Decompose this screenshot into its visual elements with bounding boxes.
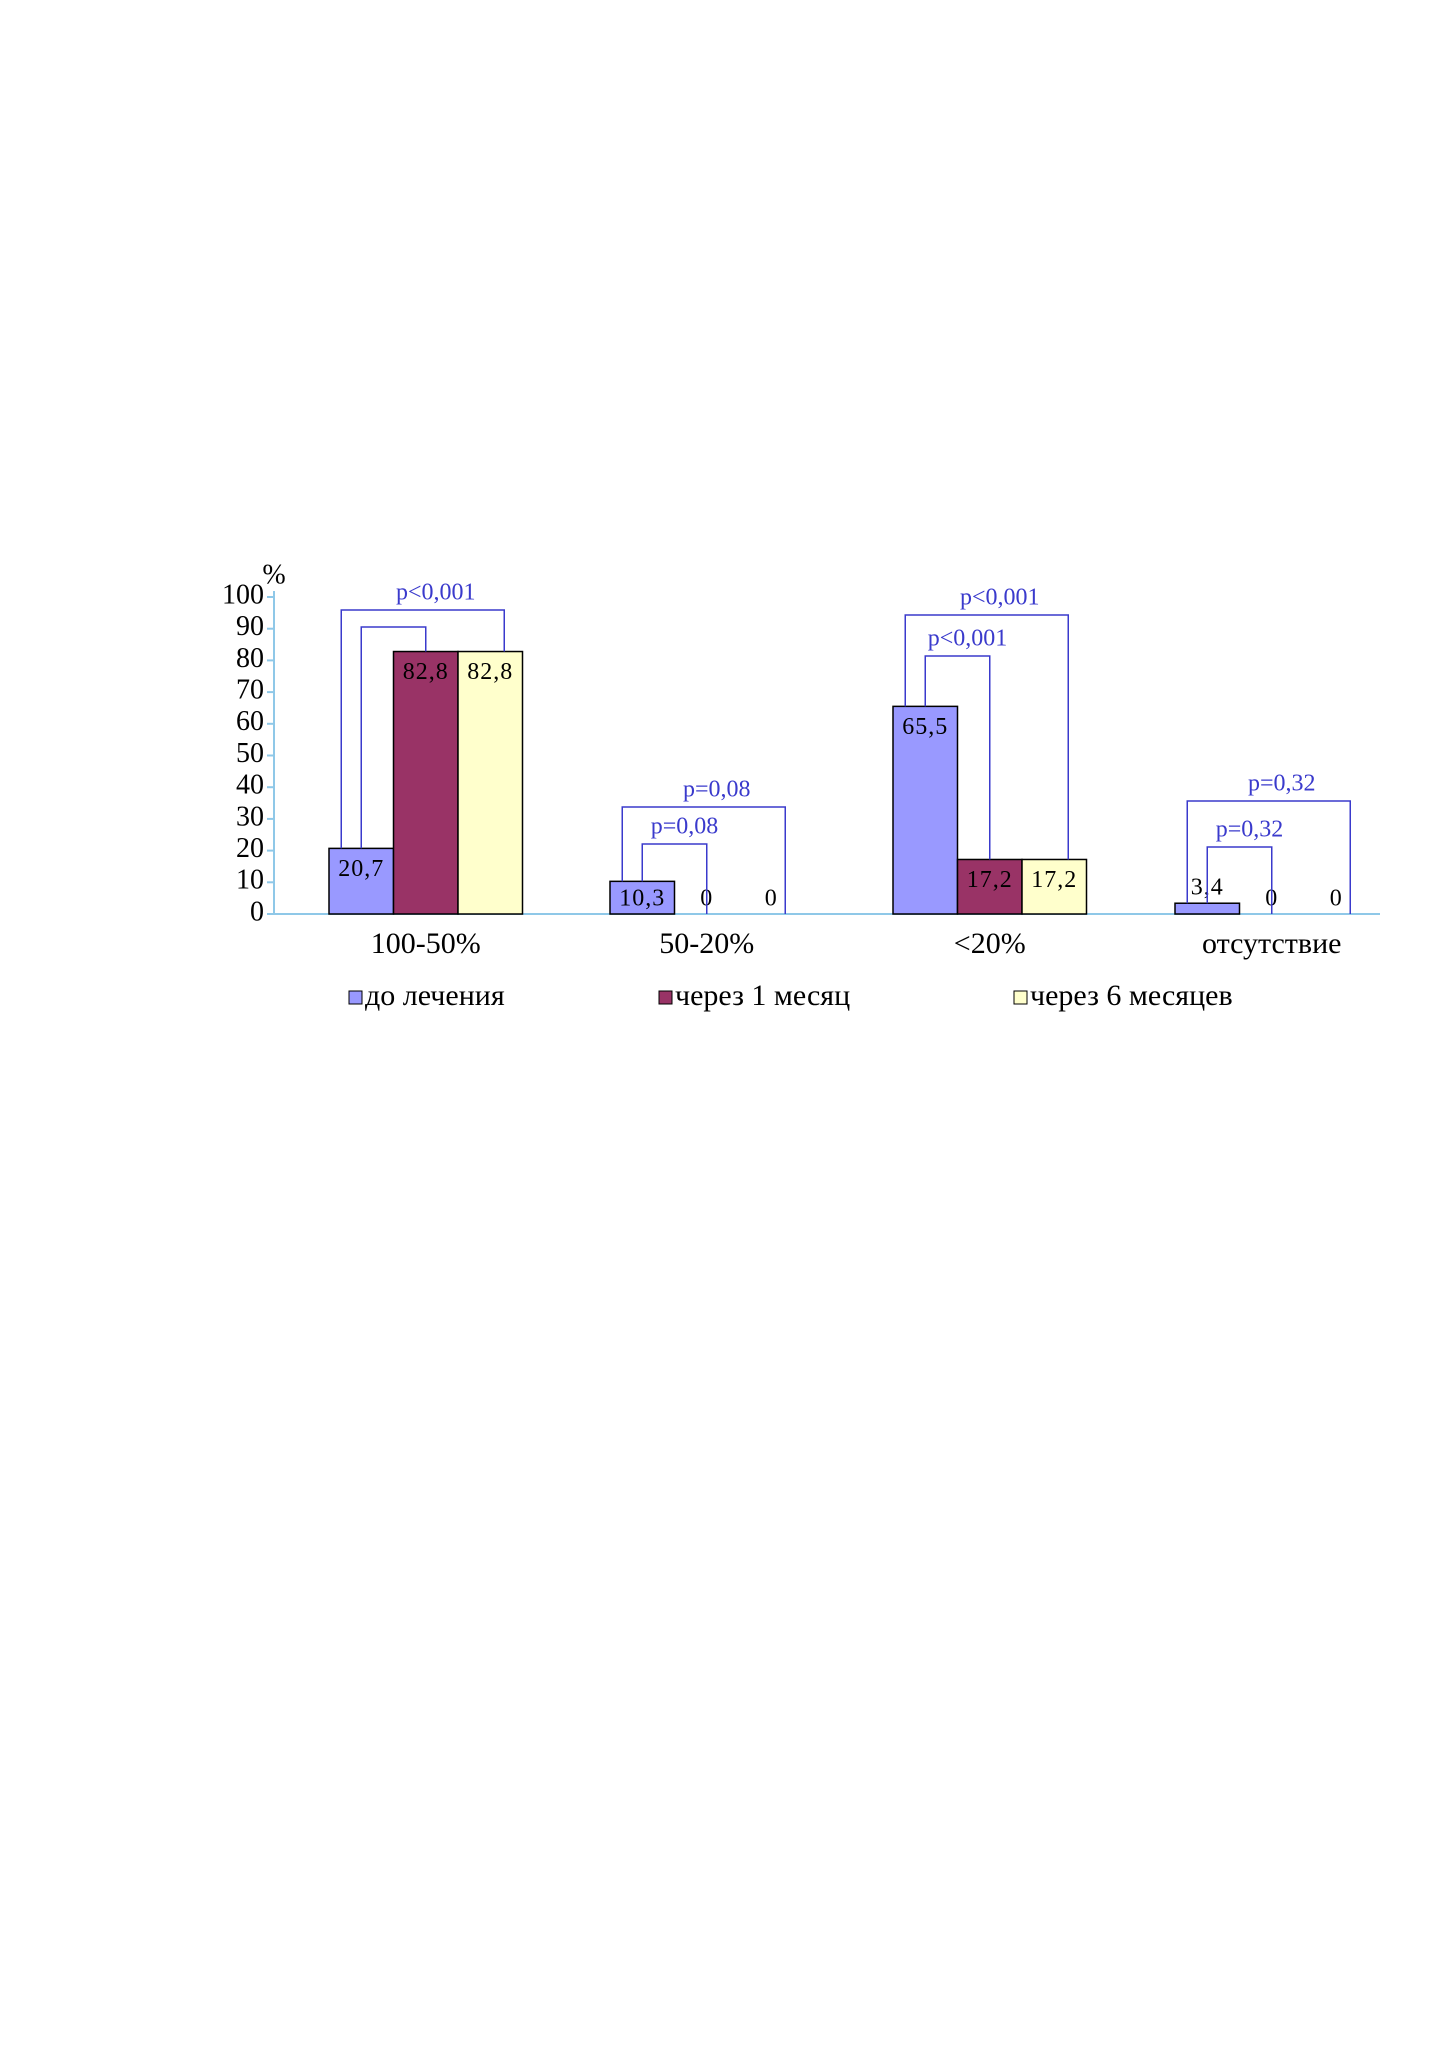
data-label: 0 xyxy=(765,886,778,912)
p-value: p<0,001 xyxy=(960,585,1040,611)
legend-label: через 1 месяц xyxy=(675,979,850,1012)
y-tick-label: 60 xyxy=(236,706,264,737)
bar xyxy=(1021,858,1088,915)
x-tick-label: 50-20% xyxy=(659,927,754,960)
y-tick-label: 100 xyxy=(222,579,264,610)
data-label: 0 xyxy=(1330,886,1343,912)
data-label: 82,8 xyxy=(403,659,449,685)
y-tick-label: 40 xyxy=(236,770,264,801)
bar xyxy=(392,650,459,915)
y-tick-label: 0 xyxy=(250,896,264,927)
bracket xyxy=(1206,846,1273,914)
y-tick-label: 20 xyxy=(236,833,264,864)
legend-swatch xyxy=(348,990,363,1005)
bracket xyxy=(1186,800,1351,914)
bar xyxy=(892,705,959,915)
y-tick-label: 10 xyxy=(236,865,264,896)
bracket xyxy=(340,609,505,849)
p-value: p=0,32 xyxy=(1248,771,1316,797)
data-label: 20,7 xyxy=(338,856,384,882)
bracket xyxy=(360,626,427,849)
p-value: p<0,001 xyxy=(928,626,1008,652)
y-tick-label: 80 xyxy=(236,643,264,674)
bracket xyxy=(641,843,708,914)
legend-label: до лечения xyxy=(365,979,505,1012)
x-tick-label: отсутствие xyxy=(1202,927,1341,960)
y-tick-label: 30 xyxy=(236,801,264,832)
bar xyxy=(1174,902,1241,915)
p-value: p=0,08 xyxy=(683,777,751,803)
bar xyxy=(457,650,524,915)
legend-swatch xyxy=(1013,990,1028,1005)
y-unit: % xyxy=(262,559,285,590)
bar xyxy=(956,858,1023,915)
y-tick-label: 90 xyxy=(236,611,264,642)
data-label: 17,2 xyxy=(1031,867,1077,893)
bracket xyxy=(621,806,786,914)
p-value: p<0,001 xyxy=(396,580,476,606)
data-label: 17,2 xyxy=(967,867,1013,893)
legend-swatch xyxy=(658,990,673,1005)
x-tick-label: 100-50% xyxy=(371,927,481,960)
bracket xyxy=(904,614,1069,860)
data-label: 65,5 xyxy=(902,714,948,740)
y-tick-label: 70 xyxy=(236,675,264,706)
data-label: 10,3 xyxy=(619,886,665,912)
bracket xyxy=(924,655,991,860)
x-tick-label: <20% xyxy=(954,927,1026,960)
p-value: p=0,32 xyxy=(1216,817,1284,843)
p-value: p=0,08 xyxy=(651,814,719,840)
legend-label: через 6 месяцев xyxy=(1030,979,1233,1012)
data-label: 82,8 xyxy=(467,659,513,685)
y-tick-label: 50 xyxy=(236,738,264,769)
